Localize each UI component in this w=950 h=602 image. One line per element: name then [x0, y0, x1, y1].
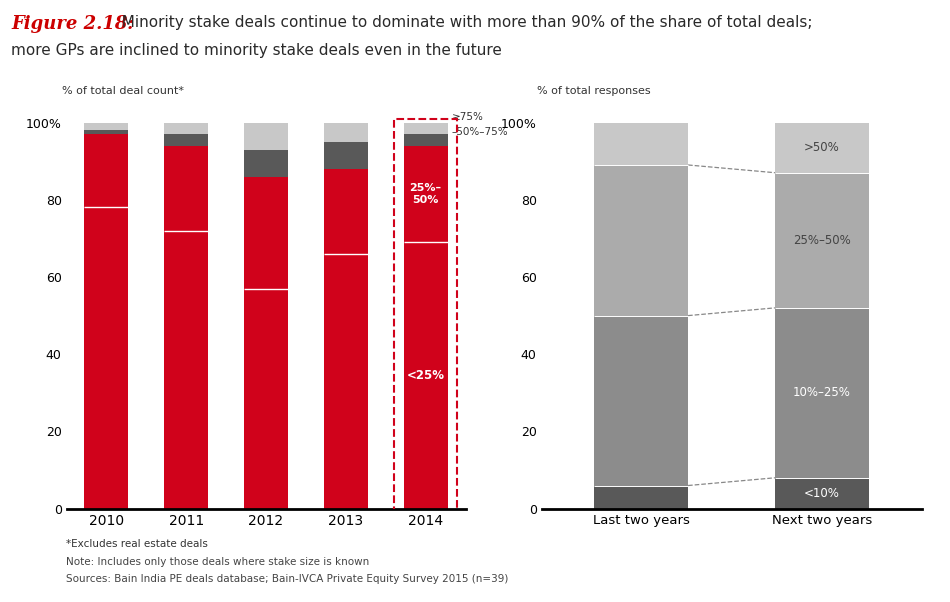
- Bar: [394, 119, 457, 510]
- Bar: [244, 288, 288, 509]
- Bar: [164, 122, 208, 134]
- Bar: [594, 122, 688, 165]
- Text: 10%–25%: 10%–25%: [793, 386, 851, 399]
- Text: –50%–75%: –50%–75%: [451, 127, 508, 137]
- Text: % of total deal count*: % of total deal count*: [62, 86, 183, 96]
- Text: *Excludes real estate deals: *Excludes real estate deals: [66, 539, 208, 549]
- Bar: [85, 130, 128, 134]
- Text: Sources: Bain India PE deals database; Bain-IVCA Private Equity Survey 2015 (n=3: Sources: Bain India PE deals database; B…: [66, 574, 509, 584]
- Bar: [164, 134, 208, 146]
- Text: more GPs are inclined to minority stake deals even in the future: more GPs are inclined to minority stake …: [11, 43, 503, 58]
- Text: What stakes have you taken in companies you have invested in during the
last two: What stakes have you taken in companies …: [496, 55, 950, 79]
- Bar: [404, 146, 447, 242]
- Bar: [85, 122, 128, 130]
- Bar: [324, 122, 368, 142]
- Bar: [85, 134, 128, 208]
- Text: Note: Includes only those deals where stake size is known: Note: Includes only those deals where st…: [66, 557, 370, 567]
- Text: Minority stake deals continue to dominate with more than 90% of the share of tot: Minority stake deals continue to dominat…: [112, 15, 812, 30]
- Bar: [324, 254, 368, 509]
- Text: ≥75%: ≥75%: [451, 112, 484, 122]
- Bar: [775, 173, 869, 308]
- Text: <25%: <25%: [407, 369, 445, 382]
- Bar: [775, 122, 869, 173]
- Bar: [404, 122, 447, 134]
- Bar: [594, 315, 688, 486]
- Bar: [404, 242, 447, 509]
- Bar: [164, 146, 208, 231]
- Bar: [244, 176, 288, 288]
- Text: 25%–
50%: 25%– 50%: [409, 183, 442, 205]
- Bar: [594, 486, 688, 509]
- Bar: [164, 231, 208, 509]
- Text: >50%: >50%: [804, 141, 840, 154]
- Bar: [775, 478, 869, 509]
- Text: % of total responses: % of total responses: [537, 86, 651, 96]
- Bar: [244, 149, 288, 176]
- Bar: [404, 134, 447, 146]
- Bar: [324, 142, 368, 169]
- Text: <10%: <10%: [804, 487, 840, 500]
- Bar: [324, 169, 368, 254]
- Bar: [244, 122, 288, 149]
- Bar: [775, 308, 869, 478]
- Bar: [594, 165, 688, 315]
- Text: Figure 2.18:: Figure 2.18:: [11, 15, 134, 33]
- Text: Deals by stake: Deals by stake: [205, 69, 327, 84]
- Text: 25%–50%: 25%–50%: [793, 234, 851, 247]
- Bar: [85, 208, 128, 509]
